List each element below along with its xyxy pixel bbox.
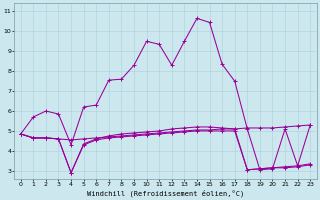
- X-axis label: Windchill (Refroidissement éolien,°C): Windchill (Refroidissement éolien,°C): [87, 189, 244, 197]
